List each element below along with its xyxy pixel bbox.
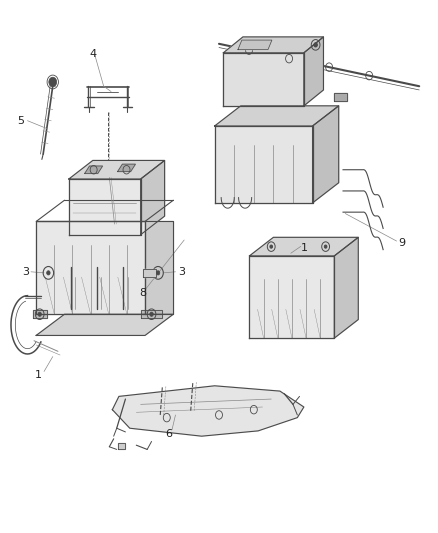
Polygon shape xyxy=(33,310,47,318)
Polygon shape xyxy=(250,237,358,256)
Polygon shape xyxy=(334,237,358,338)
Polygon shape xyxy=(313,106,339,203)
Circle shape xyxy=(150,312,153,317)
Polygon shape xyxy=(215,126,313,203)
Circle shape xyxy=(270,245,272,248)
Circle shape xyxy=(314,43,318,47)
Polygon shape xyxy=(215,106,339,126)
Polygon shape xyxy=(304,37,323,106)
Text: 9: 9 xyxy=(398,238,405,248)
Text: 6: 6 xyxy=(166,429,173,439)
Text: 4: 4 xyxy=(89,50,96,59)
Polygon shape xyxy=(141,310,162,318)
Polygon shape xyxy=(69,179,141,235)
Polygon shape xyxy=(223,37,323,53)
Circle shape xyxy=(49,77,57,87)
Text: 1: 1 xyxy=(300,243,307,253)
Polygon shape xyxy=(223,53,304,106)
Polygon shape xyxy=(69,160,165,179)
Circle shape xyxy=(38,312,42,317)
Polygon shape xyxy=(85,166,102,173)
Polygon shape xyxy=(334,93,347,101)
Polygon shape xyxy=(36,221,145,314)
Text: 8: 8 xyxy=(139,288,146,298)
Polygon shape xyxy=(145,221,173,314)
Circle shape xyxy=(324,245,327,248)
Polygon shape xyxy=(250,256,334,338)
Polygon shape xyxy=(117,164,135,172)
Polygon shape xyxy=(36,314,173,335)
Text: 1: 1 xyxy=(35,370,42,380)
Polygon shape xyxy=(143,269,156,277)
Circle shape xyxy=(156,271,160,275)
Circle shape xyxy=(47,271,50,275)
Polygon shape xyxy=(238,40,272,50)
Polygon shape xyxy=(141,160,165,235)
Text: 3: 3 xyxy=(22,267,29,277)
Polygon shape xyxy=(113,386,304,436)
Polygon shape xyxy=(118,442,125,449)
Text: 3: 3 xyxy=(179,267,186,277)
Text: 5: 5 xyxy=(18,116,25,126)
